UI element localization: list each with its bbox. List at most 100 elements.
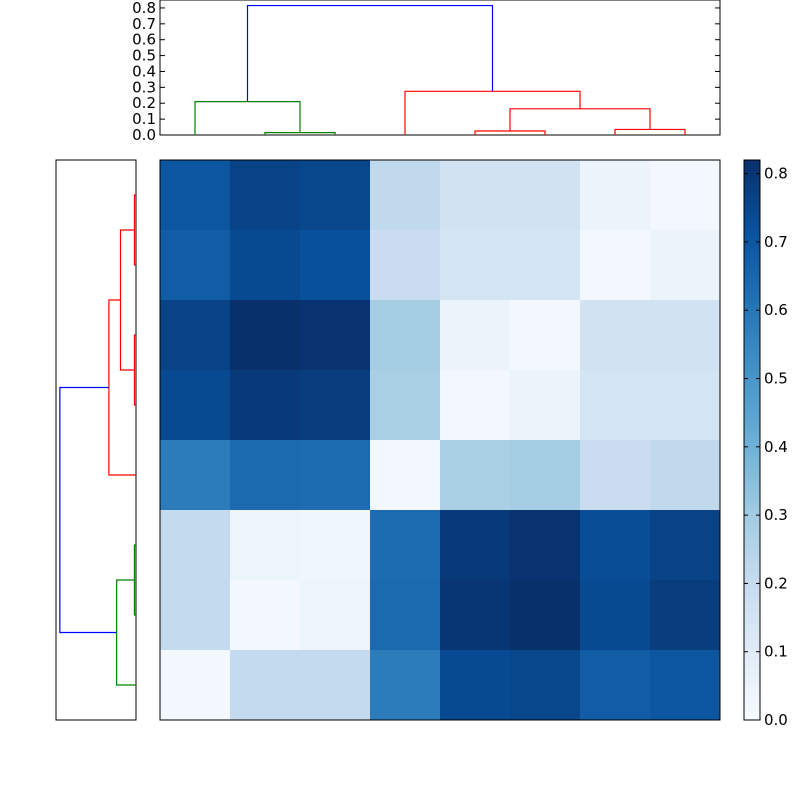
heatmap-cell-2-0	[160, 300, 231, 371]
heatmap-frame	[159, 159, 721, 721]
heatmap-cell-6-3	[370, 580, 441, 651]
heatmap-cell-4-6	[580, 440, 651, 511]
heatmap-cell-1-5	[510, 230, 581, 301]
heatmap-cell-7-6	[580, 650, 651, 721]
heatmap-cell-3-0	[160, 370, 231, 441]
heatmap-cell-7-4	[440, 650, 511, 721]
colorbar-tick-label: 0.0	[764, 711, 788, 729]
heatmap-cell-0-3	[370, 160, 441, 231]
heatmap-cell-7-3	[370, 650, 441, 721]
heatmap-cell-5-1	[230, 510, 301, 581]
heatmap-cell-1-0	[160, 230, 231, 301]
top-dendrogram-link-1	[194, 101, 301, 135]
heatmap-cell-3-4	[440, 370, 511, 441]
heatmap-cell-1-1	[230, 230, 301, 301]
top-dendrogram: 0.00.10.20.30.40.50.60.70.8	[132, 0, 721, 144]
heatmap-cell-6-0	[160, 580, 231, 651]
top-dendrogram-link-3	[614, 128, 686, 135]
top-dendrogram-tick-label: 0.5	[132, 47, 156, 65]
heatmap-cell-2-7	[650, 300, 721, 371]
heatmap-cell-3-3	[370, 370, 441, 441]
heatmap-cell-0-6	[580, 160, 651, 231]
heatmap-cell-5-3	[370, 510, 441, 581]
left-dendrogram-frame	[55, 159, 137, 721]
top-dendrogram-link-2	[474, 130, 546, 135]
heatmap-cell-2-5	[510, 300, 581, 371]
colorbar-tick-label: 0.3	[764, 506, 788, 524]
heatmap-cell-7-1	[230, 650, 301, 721]
heatmap-cell-4-7	[650, 440, 721, 511]
heatmap-cell-6-2	[300, 580, 371, 651]
heatmap-cell-4-3	[370, 440, 441, 511]
heatmap-cell-7-2	[300, 650, 371, 721]
colorbar-tick-label: 0.5	[764, 370, 788, 388]
left-dendrogram-link-1	[133, 334, 136, 406]
heatmap-cell-2-1	[230, 300, 301, 371]
colorbar-tick-label: 0.8	[764, 165, 788, 183]
heatmap-cell-3-2	[300, 370, 371, 441]
left-dendrogram-link-6	[59, 386, 117, 634]
heatmap-cell-5-0	[160, 510, 231, 581]
colorbar-tick-label: 0.1	[764, 643, 788, 661]
heatmap-cell-3-6	[580, 370, 651, 441]
heatmap-cell-1-3	[370, 230, 441, 301]
top-dendrogram-tick-label: 0.2	[132, 94, 156, 112]
heatmap-cell-0-0	[160, 160, 231, 231]
heatmap	[159, 159, 721, 721]
colorbar: 0.0 0.1 0.2 0.3 0.4 0.5 0.6 0.7 0.8	[743, 159, 788, 729]
top-dendrogram-tick-label: 0.6	[132, 31, 156, 49]
top-dendrogram-tick-label: 0.1	[132, 110, 156, 128]
heatmap-cell-4-0	[160, 440, 231, 511]
left-dendrogram-link-3	[108, 299, 136, 476]
colorbar-gradient	[743, 159, 761, 721]
heatmap-cell-3-7	[650, 370, 721, 441]
heatmap-cell-5-7	[650, 510, 721, 581]
heatmap-cell-0-7	[650, 160, 721, 231]
heatmap-cell-1-7	[650, 230, 721, 301]
heatmap-cell-0-5	[510, 160, 581, 231]
heatmap-cell-3-5	[510, 370, 581, 441]
heatmap-cell-0-4	[440, 160, 511, 231]
colorbar-tick-label: 0.6	[764, 301, 788, 319]
heatmap-cell-4-1	[230, 440, 301, 511]
heatmap-cell-6-5	[510, 580, 581, 651]
heatmap-cell-4-2	[300, 440, 371, 511]
heatmap-cell-6-1	[230, 580, 301, 651]
heatmap-cell-4-4	[440, 440, 511, 511]
top-dendrogram-tick-label: 0.3	[132, 78, 156, 96]
left-dendrogram-link-2	[119, 229, 135, 371]
heatmap-cell-1-4	[440, 230, 511, 301]
heatmap-cell-7-5	[510, 650, 581, 721]
heatmap-cell-2-3	[370, 300, 441, 371]
heatmap-cell-2-4	[440, 300, 511, 371]
heatmap-cell-6-6	[580, 580, 651, 651]
heatmap-cell-4-5	[510, 440, 581, 511]
left-dendrogram	[55, 159, 137, 721]
top-dendrogram-tick-label: 0.7	[132, 15, 156, 33]
heatmap-cell-7-7	[650, 650, 721, 721]
heatmap-cell-6-7	[650, 580, 721, 651]
top-dendrogram-link-5	[404, 90, 581, 135]
colorbar-tick-label: 0.7	[764, 233, 788, 251]
heatmap-cell-5-6	[580, 510, 651, 581]
heatmap-cell-0-1	[230, 160, 301, 231]
heatmap-cell-6-4	[440, 580, 511, 651]
heatmap-cell-5-2	[300, 510, 371, 581]
heatmap-cell-2-6	[580, 300, 651, 371]
left-dendrogram-link-5	[116, 579, 136, 686]
top-dendrogram-frame	[159, 0, 721, 136]
left-dendrogram-link-0	[133, 194, 136, 266]
heatmap-cell-7-0	[160, 650, 231, 721]
top-dendrogram-link-0	[264, 132, 336, 135]
heatmap-cell-0-2	[300, 160, 371, 231]
heatmap-cell-1-2	[300, 230, 371, 301]
top-dendrogram-tick-label: 0.8	[132, 0, 156, 17]
top-dendrogram-tick-label: 0.0	[132, 126, 156, 144]
heatmap-cell-1-6	[580, 230, 651, 301]
colorbar-tick-label: 0.4	[764, 438, 788, 456]
top-dendrogram-tick-label: 0.4	[132, 62, 156, 80]
heatmap-cell-5-5	[510, 510, 581, 581]
colorbar-tick-label: 0.2	[764, 574, 788, 592]
heatmap-cell-3-1	[230, 370, 301, 441]
heatmap-cell-5-4	[440, 510, 511, 581]
